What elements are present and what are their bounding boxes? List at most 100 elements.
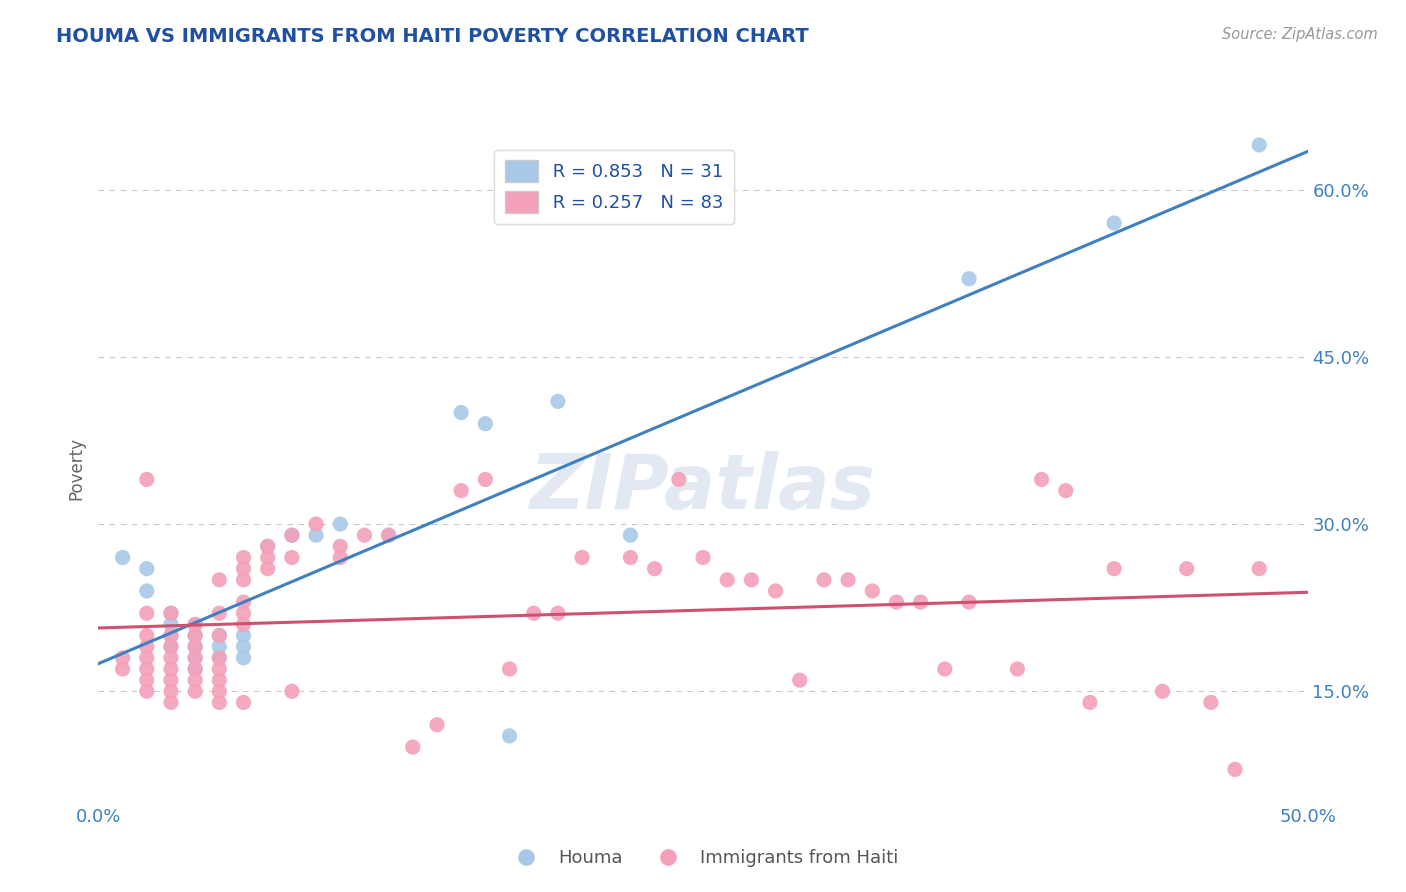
- Point: [184, 684, 207, 698]
- Point: [256, 562, 278, 576]
- Point: [208, 640, 231, 654]
- Point: [1223, 762, 1246, 776]
- Point: [232, 595, 254, 609]
- Text: Source: ZipAtlas.com: Source: ZipAtlas.com: [1222, 27, 1378, 42]
- Point: [498, 729, 520, 743]
- Point: [1078, 696, 1101, 710]
- Point: [208, 628, 231, 642]
- Point: [329, 517, 352, 532]
- Point: [135, 651, 157, 665]
- Point: [765, 584, 787, 599]
- Point: [135, 662, 157, 676]
- Point: [135, 607, 157, 621]
- Point: [644, 562, 666, 576]
- Point: [474, 473, 496, 487]
- Point: [208, 684, 231, 698]
- Point: [860, 584, 883, 599]
- Legend:  R = 0.853   N = 31,  R = 0.257   N = 83: R = 0.853 N = 31, R = 0.257 N = 83: [495, 150, 734, 224]
- Point: [208, 651, 231, 665]
- Point: [353, 528, 375, 542]
- Point: [547, 607, 569, 621]
- Point: [305, 528, 328, 542]
- Point: [135, 684, 157, 698]
- Point: [160, 696, 183, 710]
- Point: [208, 651, 231, 665]
- Point: [208, 673, 231, 688]
- Point: [256, 539, 278, 553]
- Point: [135, 628, 157, 642]
- Point: [329, 550, 352, 565]
- Point: [232, 617, 254, 632]
- Point: [619, 550, 641, 565]
- Point: [184, 617, 207, 632]
- Point: [184, 617, 207, 632]
- Point: [474, 417, 496, 431]
- Point: [1249, 562, 1271, 576]
- Point: [281, 528, 304, 542]
- Point: [450, 406, 472, 420]
- Point: [111, 662, 134, 676]
- Point: [329, 539, 352, 553]
- Point: [208, 607, 231, 621]
- Legend: Houma, Immigrants from Haiti: Houma, Immigrants from Haiti: [501, 842, 905, 874]
- Point: [789, 673, 811, 688]
- Point: [813, 573, 835, 587]
- Point: [232, 562, 254, 576]
- Point: [184, 640, 207, 654]
- Point: [184, 662, 207, 676]
- Point: [232, 696, 254, 710]
- Point: [232, 573, 254, 587]
- Point: [232, 550, 254, 565]
- Point: [692, 550, 714, 565]
- Text: ZIPatlas: ZIPatlas: [530, 451, 876, 525]
- Point: [1249, 138, 1271, 153]
- Point: [135, 562, 157, 576]
- Point: [184, 651, 207, 665]
- Point: [160, 662, 183, 676]
- Point: [232, 628, 254, 642]
- Point: [232, 607, 254, 621]
- Point: [160, 640, 183, 654]
- Point: [1102, 562, 1125, 576]
- Point: [208, 573, 231, 587]
- Point: [160, 651, 183, 665]
- Point: [208, 662, 231, 676]
- Point: [232, 640, 254, 654]
- Point: [281, 550, 304, 565]
- Point: [1054, 483, 1077, 498]
- Point: [135, 473, 157, 487]
- Point: [1102, 216, 1125, 230]
- Point: [547, 394, 569, 409]
- Point: [160, 640, 183, 654]
- Point: [208, 628, 231, 642]
- Point: [305, 517, 328, 532]
- Point: [1152, 684, 1174, 698]
- Point: [256, 539, 278, 553]
- Point: [377, 528, 399, 542]
- Point: [135, 640, 157, 654]
- Point: [1175, 562, 1198, 576]
- Point: [957, 595, 980, 609]
- Point: [160, 628, 183, 642]
- Point: [160, 628, 183, 642]
- Point: [716, 573, 738, 587]
- Point: [160, 684, 183, 698]
- Point: [160, 617, 183, 632]
- Point: [184, 628, 207, 642]
- Point: [450, 483, 472, 498]
- Point: [208, 696, 231, 710]
- Point: [910, 595, 932, 609]
- Point: [281, 528, 304, 542]
- Point: [957, 271, 980, 285]
- Text: HOUMA VS IMMIGRANTS FROM HAITI POVERTY CORRELATION CHART: HOUMA VS IMMIGRANTS FROM HAITI POVERTY C…: [56, 27, 808, 45]
- Point: [619, 528, 641, 542]
- Point: [934, 662, 956, 676]
- Point: [232, 651, 254, 665]
- Y-axis label: Poverty: Poverty: [67, 437, 86, 500]
- Point: [184, 628, 207, 642]
- Point: [111, 550, 134, 565]
- Point: [281, 684, 304, 698]
- Point: [184, 640, 207, 654]
- Point: [523, 607, 546, 621]
- Point: [886, 595, 908, 609]
